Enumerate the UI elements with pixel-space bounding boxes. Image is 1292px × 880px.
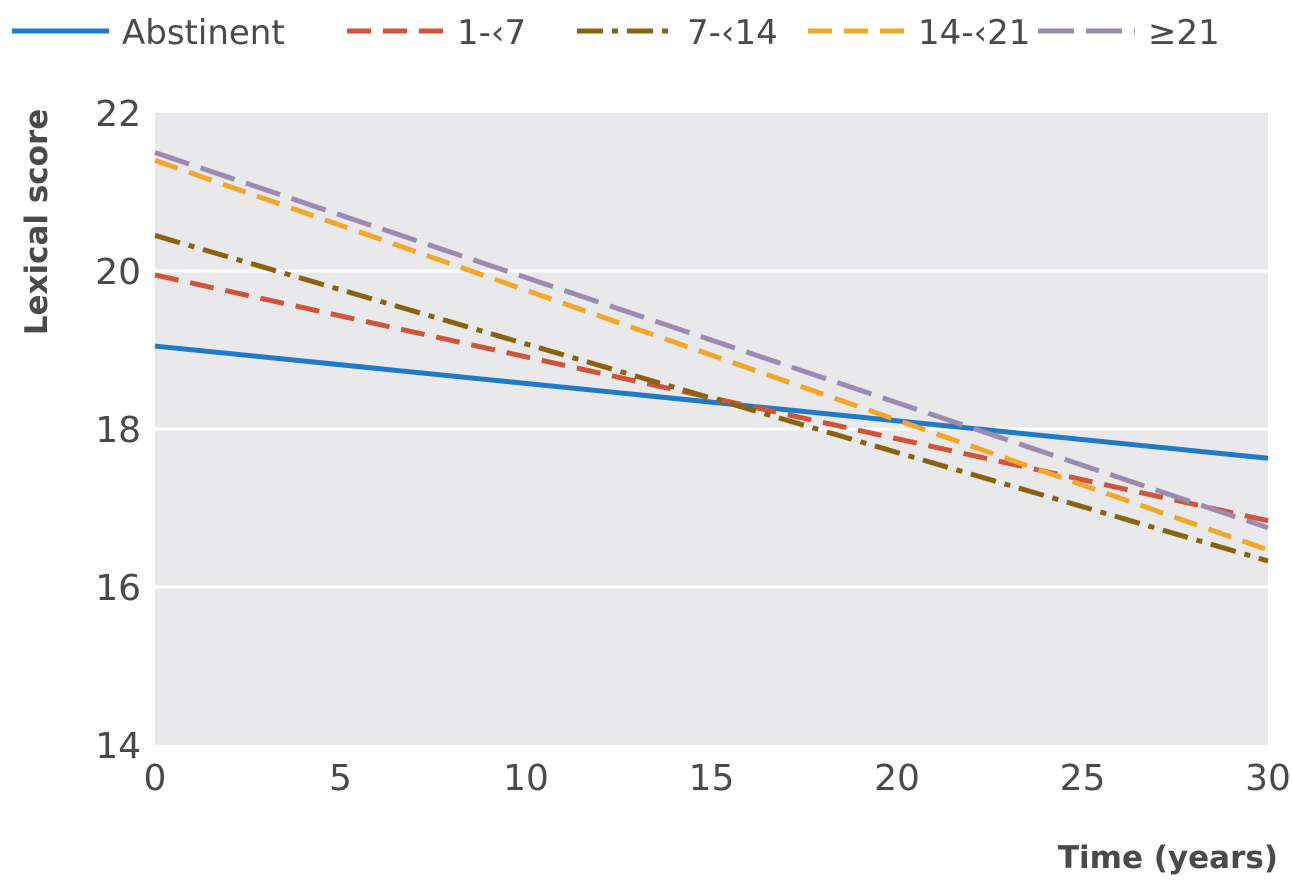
y-axis-title: Lexical score — [19, 109, 55, 336]
y-tick-label: 20 — [95, 252, 141, 293]
x-tick-label: 5 — [329, 758, 352, 799]
legend-label: 1-‹7 — [457, 13, 526, 53]
series-line — [154, 158, 1269, 553]
series-line — [154, 272, 1269, 524]
x-tick-label: 25 — [1060, 758, 1106, 799]
y-tick-label: 16 — [95, 568, 141, 609]
y-axis-tick-labels: 14 16 18 20 22 — [95, 94, 141, 767]
x-tick-label: 30 — [1245, 758, 1291, 799]
legend-label: 14-‹21 — [918, 13, 1030, 53]
y-tick-label: 14 — [95, 726, 141, 767]
legend-label: ≥21 — [1148, 13, 1220, 53]
series-line — [154, 343, 1269, 461]
series-line — [154, 150, 1269, 531]
y-tick-label: 22 — [95, 94, 141, 135]
series-lines — [154, 150, 1269, 564]
legend-label: 7-‹14 — [687, 13, 778, 53]
y-tick-label: 18 — [95, 410, 141, 451]
x-tick-label: 20 — [874, 758, 920, 799]
x-axis-tick-labels: 0 5 10 15 20 25 30 — [144, 745, 1291, 799]
x-axis-title: Time (years) — [1058, 840, 1278, 876]
x-tick-label: 10 — [503, 758, 549, 799]
x-tick-label: 15 — [689, 758, 735, 799]
series-line — [154, 233, 1269, 564]
x-tick-label: 0 — [144, 758, 167, 799]
gridlines — [155, 269, 1268, 589]
legend-label: Abstinent — [122, 13, 285, 53]
legend: Abstinent 1-‹7 7-‹14 14-‹21 ≥21 — [12, 13, 1220, 53]
